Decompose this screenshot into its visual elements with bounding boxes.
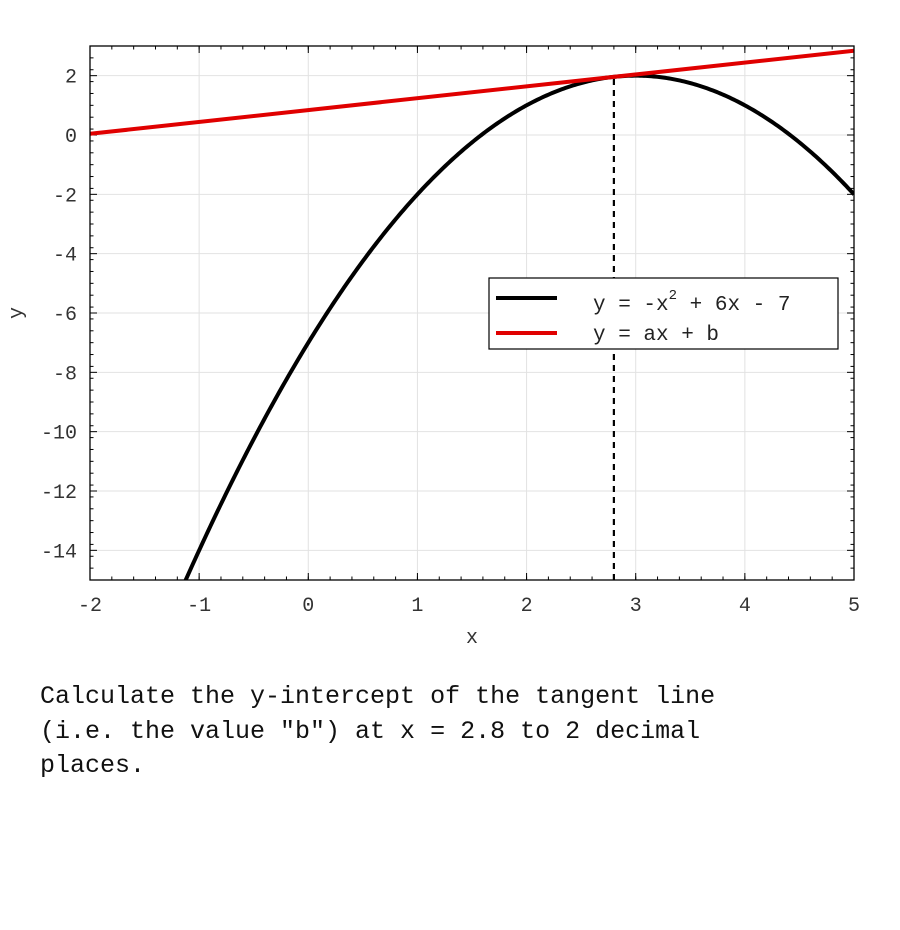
series-parabola: [183, 73, 854, 580]
series-tangent-line: [90, 48, 854, 136]
x-tick-label: 1: [411, 595, 423, 618]
x-tick-label: 5: [848, 595, 860, 618]
legend-label-parabola-main: y = -x: [593, 294, 669, 317]
y-tick-label: -10: [41, 423, 77, 446]
y-tick-label: -4: [53, 245, 77, 268]
y-tick-label: 2: [65, 67, 77, 90]
y-tick-label: -12: [41, 482, 77, 505]
y-axis-label: y: [6, 307, 29, 319]
legend-label-parabola-exponent: 2: [669, 288, 677, 304]
y-tick-label: -2: [53, 185, 77, 208]
y-tick-labels: 2 0 -2 -4 -6 -8 -10 -12 -14: [41, 67, 77, 565]
x-tick-label: 4: [739, 595, 751, 618]
chart: -2 -1 0 1 2 3 4 5 20-2-4-6-8-10-12-14 x y y = -…: [6, 45, 860, 650]
legend-label-parabola-rest: + 6x - 7: [677, 294, 790, 317]
x-axis-label: x: [466, 627, 478, 650]
x-tick-label: 0: [302, 595, 314, 618]
x-tick-labels: -2 -1 0 1 2 3 4 5: [78, 595, 860, 618]
plot-frame: [89, 45, 855, 581]
x-tick-label: 3: [630, 595, 642, 618]
question-text: Calculate the y-intercept of the tangent…: [40, 682, 716, 780]
legend-label-tangent: y = ax + b: [593, 324, 719, 347]
legend: y = -x2 + 6x - 7 y = ax + b: [488, 277, 839, 350]
x-tick-label: -1: [187, 595, 211, 618]
y-tick-label: -14: [41, 541, 77, 564]
y-tick-label: 0: [65, 126, 77, 149]
x-tick-label: 2: [521, 595, 533, 618]
y-tick-label: -6: [53, 304, 77, 327]
y-tick-label: -8: [53, 363, 77, 386]
legend-label-parabola: y = -x2 + 6x - 7: [593, 288, 790, 317]
legend-box: [488, 277, 839, 350]
x-tick-label: -2: [78, 595, 102, 618]
